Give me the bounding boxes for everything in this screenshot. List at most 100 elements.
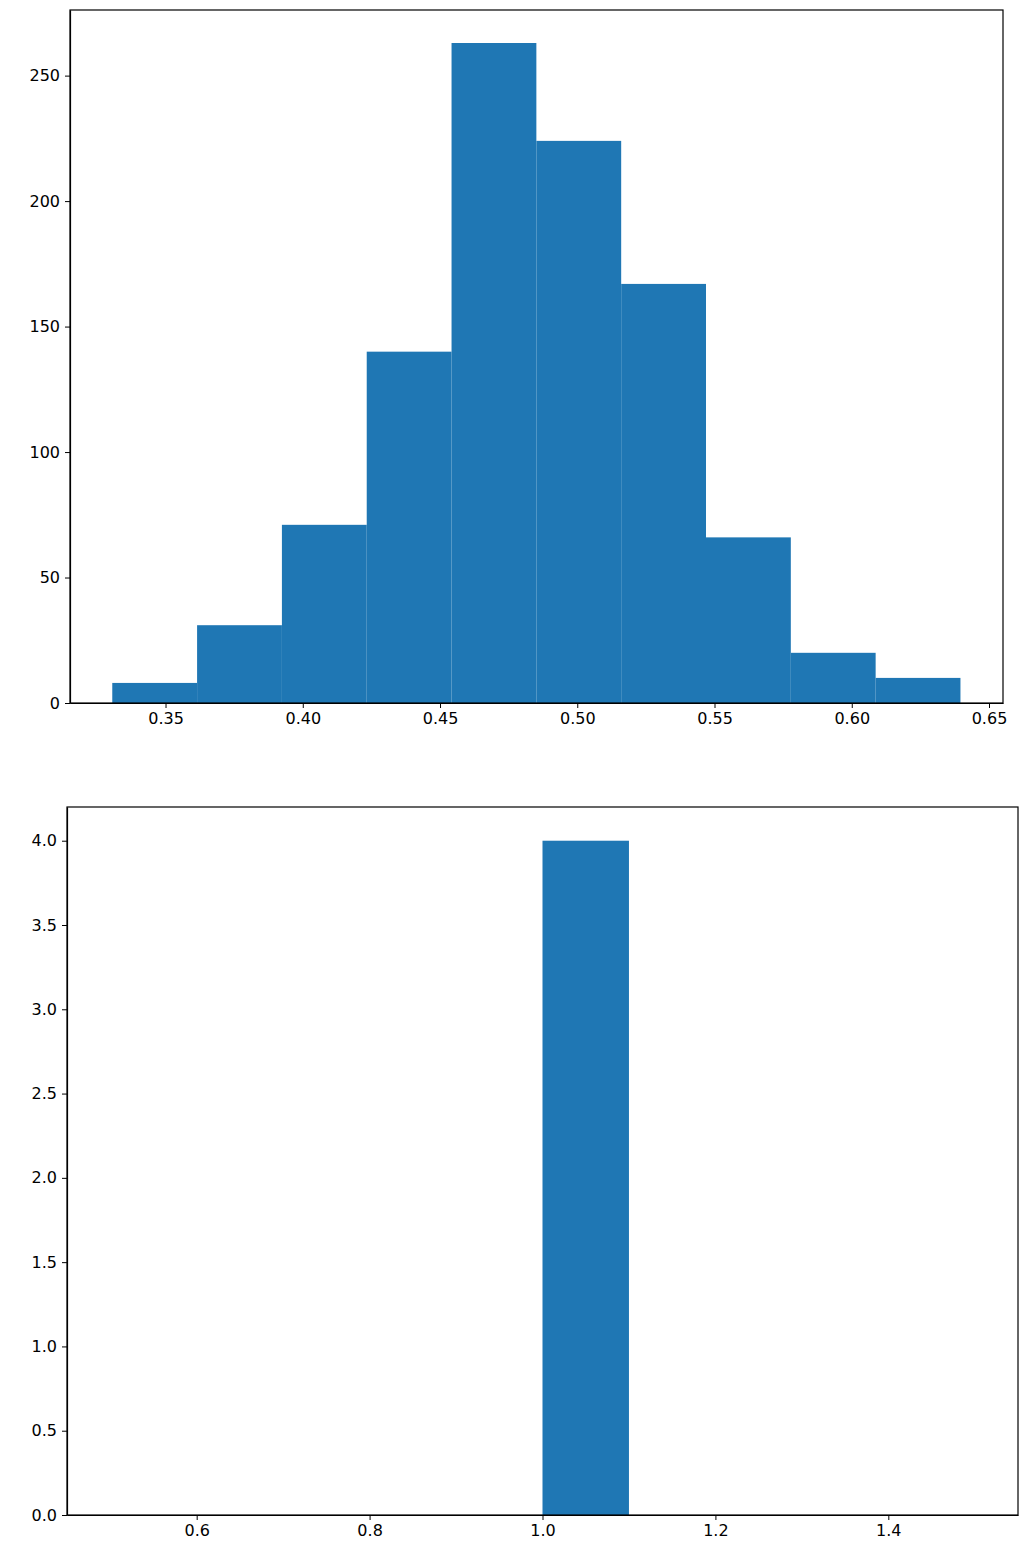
x-tick-label: 0.35	[148, 709, 184, 728]
bars	[543, 841, 629, 1515]
x-tick-mark	[197, 1515, 198, 1520]
x-tick: 0.55	[697, 703, 733, 728]
x-tick-label: 0.6	[184, 1521, 209, 1540]
y-tick-label: 50	[40, 568, 60, 587]
chart: 0.6 0.8 1.0 1.2 1.4 0.0 0.5 1.0 1.5 2.0 2.5 3.0 3.5 4…	[32, 807, 1019, 1540]
histogram-bar	[621, 284, 706, 703]
x-tick: 0.65	[972, 703, 1008, 728]
x-tick: 0.50	[560, 703, 596, 728]
bars	[112, 43, 960, 703]
x-axis: 0.6 0.8 1.0 1.2 1.4	[68, 1515, 1019, 1540]
x-tick-label: 1.4	[876, 1521, 901, 1540]
x-tick-label: 0.40	[285, 709, 321, 728]
y-tick-mark	[62, 925, 67, 926]
x-axis: 0.35 0.40 0.45 0.50 0.55 0.60 0.65	[71, 703, 1008, 728]
histogram-bar	[876, 678, 961, 703]
y-tick-mark	[65, 703, 70, 704]
y-tick-mark	[65, 327, 70, 328]
x-tick-label: 0.60	[834, 709, 870, 728]
y-tick-label: 0.5	[32, 1421, 57, 1440]
x-tick-label: 0.55	[697, 709, 733, 728]
y-tick-label: 150	[29, 317, 60, 336]
plot-frame	[67, 807, 1018, 1515]
x-tick: 0.6	[184, 1515, 209, 1540]
y-tick-label: 2.5	[32, 1084, 57, 1103]
y-axis: 0 50 100 150 200 250	[29, 11, 70, 713]
y-axis: 0.0 0.5 1.0 1.5 2.0 2.5 3.0 3.5 4.0	[32, 808, 68, 1525]
x-tick: 1.2	[703, 1515, 728, 1540]
y-tick-mark	[62, 841, 67, 842]
histogram-bar	[282, 525, 367, 703]
y-tick-mark	[65, 201, 70, 202]
y-tick: 2.0	[32, 1168, 67, 1187]
x-tick: 0.8	[357, 1515, 382, 1540]
y-tick: 3.5	[32, 916, 67, 935]
x-tick: 0.35	[148, 703, 184, 728]
x-tick: 0.60	[834, 703, 870, 728]
histogram-bar	[197, 625, 282, 703]
x-tick-mark	[543, 1515, 544, 1520]
histogram-bar	[112, 683, 197, 703]
plot-frame	[70, 10, 1003, 703]
x-tick-mark	[577, 703, 578, 708]
x-tick-label: 0.45	[423, 709, 459, 728]
histogram-bar	[536, 141, 621, 703]
x-tick-mark	[715, 703, 716, 708]
y-tick-label: 100	[29, 443, 60, 462]
x-tick: 0.45	[423, 703, 459, 728]
x-tick: 1.0	[530, 1515, 555, 1540]
y-tick-mark	[65, 76, 70, 77]
y-tick-label: 1.0	[32, 1337, 57, 1356]
x-tick-label: 1.2	[703, 1521, 728, 1540]
histogram-bar	[706, 537, 791, 703]
x-tick-mark	[166, 703, 167, 708]
y-tick-mark	[62, 1515, 67, 1516]
y-tick-label: 4.0	[32, 831, 57, 850]
y-tick: 0.5	[32, 1421, 67, 1440]
y-tick-label: 3.5	[32, 916, 57, 935]
y-tick-mark	[62, 1346, 67, 1347]
x-tick: 0.40	[285, 703, 321, 728]
y-tick: 3.0	[32, 1000, 67, 1019]
x-tick: 1.4	[876, 1515, 901, 1540]
y-tick-mark	[62, 1178, 67, 1179]
x-tick-mark	[370, 1515, 371, 1520]
histogram-bar	[452, 43, 537, 703]
y-tick: 50	[40, 568, 70, 587]
histogram-bar	[367, 352, 452, 703]
y-tick-mark	[62, 1094, 67, 1095]
x-tick-mark	[303, 703, 304, 708]
x-tick-mark	[715, 1515, 716, 1520]
y-tick-label: 1.5	[32, 1253, 57, 1272]
chart: 0.35 0.40 0.45 0.50 0.55 0.60 0.65 0 50 100 150 200…	[29, 10, 1007, 728]
x-tick-label: 0.8	[357, 1521, 382, 1540]
y-tick-mark	[62, 1431, 67, 1432]
y-tick-label: 2.0	[32, 1168, 57, 1187]
y-tick: 1.5	[32, 1253, 67, 1272]
y-tick: 0	[50, 694, 70, 713]
y-tick-mark	[65, 452, 70, 453]
x-tick-mark	[852, 703, 853, 708]
y-tick: 1.0	[32, 1337, 67, 1356]
y-tick: 150	[29, 317, 70, 336]
histogram-bar	[791, 653, 876, 703]
y-tick: 4.0	[32, 831, 67, 850]
y-tick-mark	[62, 1009, 67, 1010]
y-tick: 200	[29, 192, 70, 211]
x-tick-label: 0.50	[560, 709, 596, 728]
x-tick-label: 0.65	[972, 709, 1008, 728]
y-tick: 0.0	[32, 1506, 67, 1525]
y-tick-mark	[65, 578, 70, 579]
y-tick-mark	[62, 1262, 67, 1263]
histogram-bar	[543, 841, 629, 1515]
x-tick-mark	[989, 703, 990, 708]
x-tick-mark	[440, 703, 441, 708]
y-tick-label: 200	[29, 192, 60, 211]
y-tick-label: 0	[50, 694, 60, 713]
figure: 0.35 0.40 0.45 0.50 0.55 0.60 0.65 0 50 100 150 200…	[0, 0, 1027, 1562]
y-tick: 100	[29, 443, 70, 462]
y-tick-label: 0.0	[32, 1506, 57, 1525]
x-tick-mark	[888, 1515, 889, 1520]
y-tick-label: 250	[29, 66, 60, 85]
y-tick: 250	[29, 66, 70, 85]
